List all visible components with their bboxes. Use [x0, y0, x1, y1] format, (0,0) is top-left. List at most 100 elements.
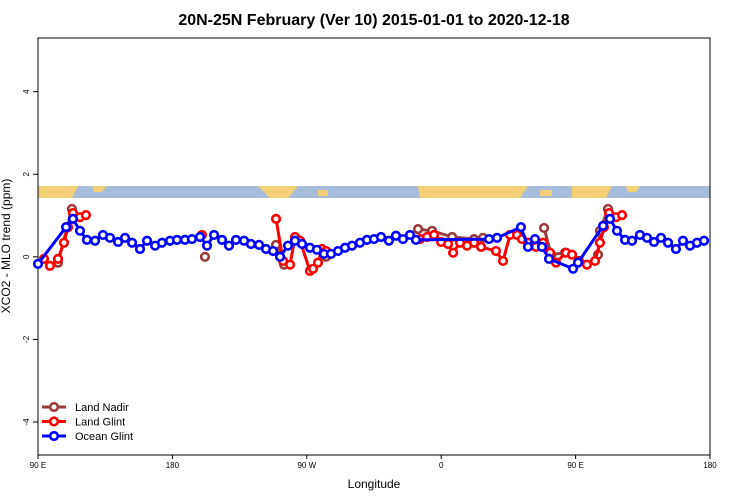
point [543, 253, 555, 264]
point [412, 224, 424, 235]
series [52, 203, 614, 270]
point [589, 255, 601, 267]
point [52, 253, 64, 264]
point [134, 243, 146, 255]
point [662, 237, 674, 248]
point [536, 241, 548, 253]
point [626, 235, 638, 246]
point [58, 237, 70, 248]
point [566, 249, 578, 260]
point [216, 234, 228, 245]
chart-title: 20N-25N February (Ver 10) 2015-01-01 to … [178, 12, 569, 29]
point [529, 233, 541, 245]
point [567, 263, 579, 274]
point [80, 210, 92, 221]
point [112, 236, 124, 248]
point [104, 232, 116, 243]
point [677, 235, 689, 246]
point [641, 232, 653, 243]
point [171, 234, 183, 245]
point [156, 237, 168, 248]
y-tick-label: -4 [22, 418, 31, 426]
x-tick-label: 90 E [567, 461, 583, 470]
point [282, 240, 294, 251]
point [604, 213, 616, 224]
point [616, 210, 628, 221]
point [410, 234, 422, 245]
point [199, 251, 211, 262]
point [119, 232, 131, 243]
x-tick-label: 180 [166, 461, 180, 470]
point [270, 213, 282, 224]
point [375, 231, 387, 243]
point [201, 240, 213, 251]
point [126, 237, 138, 248]
point [32, 258, 44, 269]
y-tick-label: 4 [22, 89, 31, 94]
point [442, 238, 454, 250]
point [572, 257, 584, 268]
point [538, 222, 550, 234]
point [74, 225, 86, 236]
point [611, 225, 623, 236]
legend-label: Land Nadir [75, 402, 129, 414]
y-tick-label: -2 [22, 335, 31, 343]
point [397, 233, 409, 245]
point [141, 235, 153, 246]
y-axis-label: XCO2 - MLO trend (ppm) [0, 179, 13, 314]
map-strip [38, 186, 710, 198]
point [497, 255, 509, 267]
point [186, 233, 198, 245]
point [44, 260, 56, 272]
point [311, 244, 323, 255]
point [428, 229, 440, 241]
x-tick-label: 180 [703, 461, 717, 470]
plot-frame [37, 37, 711, 456]
legend-label: Land Glint [75, 417, 125, 429]
point [491, 232, 503, 243]
point [698, 235, 710, 246]
point [670, 243, 682, 255]
point [296, 238, 308, 250]
series [32, 213, 710, 274]
point [208, 229, 220, 241]
point [448, 247, 459, 258]
point [253, 239, 265, 250]
point [475, 241, 487, 253]
y-tick-label: 2 [22, 171, 31, 176]
point [483, 233, 495, 245]
point [60, 221, 72, 233]
point [312, 257, 324, 268]
legend-marker [48, 416, 60, 427]
point [194, 231, 206, 243]
point [230, 234, 242, 245]
point [581, 259, 593, 270]
point [655, 232, 667, 243]
x-tick-label: 0 [439, 461, 444, 470]
x-tick-label: 90 W [297, 461, 316, 470]
point [515, 221, 527, 233]
x-tick-label: 90 E [30, 461, 46, 470]
point [274, 251, 286, 262]
point [223, 240, 235, 251]
point [490, 245, 502, 257]
point [284, 259, 296, 270]
point [648, 236, 660, 248]
legend-label: Ocean Glint [75, 431, 133, 443]
point [67, 213, 79, 224]
point [594, 237, 606, 248]
point [89, 235, 101, 246]
point [346, 240, 358, 251]
legend: Land Nadir Land Glint Ocean Glint [42, 401, 133, 443]
y-tick-label: 0 [22, 254, 31, 259]
point [267, 245, 279, 257]
point [597, 220, 609, 231]
point [245, 238, 257, 250]
point [81, 234, 93, 245]
legend-marker [48, 430, 60, 442]
point [383, 235, 395, 246]
x-axis-label: Longitude [348, 477, 401, 491]
point [522, 241, 534, 253]
